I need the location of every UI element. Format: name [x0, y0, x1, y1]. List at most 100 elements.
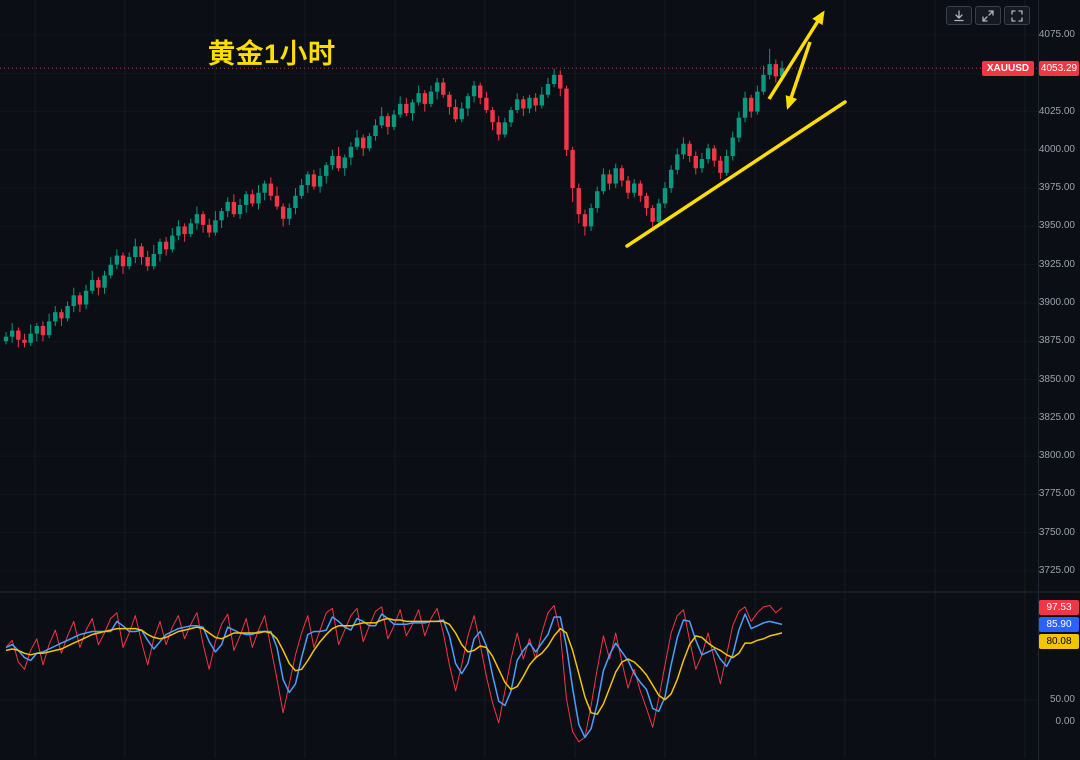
candle-body — [237, 204, 243, 215]
candle-body — [607, 174, 612, 184]
candle-body — [514, 99, 520, 111]
candle-body — [779, 68, 785, 77]
candle-body — [681, 143, 686, 155]
oscillator-line-fast — [5, 605, 783, 743]
candle-body — [262, 183, 267, 193]
chart-title-drawing[interactable]: 黄金1小时 — [208, 39, 337, 69]
candle-body — [656, 203, 662, 222]
candle-body — [108, 264, 113, 276]
candle-body — [478, 85, 483, 98]
drawing-annotations[interactable] — [625, 10, 847, 248]
candle-body — [613, 168, 618, 184]
candle-body — [619, 168, 625, 181]
candle-body — [767, 64, 772, 75]
candle-body — [570, 149, 575, 189]
candle-body — [601, 174, 606, 192]
candle-body — [317, 175, 323, 187]
candle-body — [539, 94, 545, 106]
candle-body — [551, 74, 557, 85]
candle-body — [53, 312, 58, 322]
price-tick-label: 4025.00 — [1038, 105, 1075, 117]
candle-body — [484, 97, 489, 111]
candle-body — [397, 103, 403, 115]
candle-body — [194, 214, 200, 224]
fullscreen-icon — [1011, 9, 1023, 22]
candle-body — [151, 253, 157, 267]
candlestick-series — [3, 48, 785, 348]
oscillator-value-badge-mid: 85.90 — [1039, 617, 1079, 633]
candle-body — [564, 88, 569, 150]
candle-body — [404, 103, 409, 114]
candle-body — [102, 275, 107, 288]
arrow-down-drawing[interactable] — [785, 41, 812, 110]
candle-body — [207, 224, 212, 233]
price-tick-label: 3775.00 — [1038, 488, 1075, 500]
candle-body — [71, 295, 76, 307]
oscillator-line-mid — [5, 613, 783, 739]
candle-body — [120, 255, 126, 267]
price-tick-label: 3850.00 — [1038, 373, 1075, 385]
trend-line-drawing[interactable] — [625, 100, 847, 248]
fullscreen-button[interactable] — [1004, 6, 1030, 25]
candle-body — [330, 155, 335, 166]
price-tick-label: 3900.00 — [1038, 297, 1075, 308]
candle-body — [311, 174, 317, 187]
candle-body — [410, 102, 415, 114]
candle-body — [558, 74, 563, 89]
candle-body — [280, 206, 286, 219]
candle-body — [471, 85, 477, 97]
candle-body — [200, 214, 206, 225]
download-icon — [953, 9, 965, 22]
candle-body — [644, 195, 649, 209]
candle-body — [545, 84, 551, 95]
candle-body — [83, 290, 89, 305]
candle-body — [22, 339, 27, 343]
oscillator-tick-label: 50.00 — [1049, 694, 1075, 705]
candle-body — [459, 108, 464, 120]
candle-body — [496, 122, 501, 135]
candle-body — [730, 137, 735, 156]
price-tick-label: 4075.00 — [1038, 29, 1075, 40]
candle-body — [527, 97, 532, 109]
candle-body — [533, 97, 538, 106]
candle-body — [631, 183, 637, 193]
candle-body — [126, 257, 132, 267]
price-tick-label: 3925.00 — [1038, 258, 1075, 270]
candle-body — [755, 91, 760, 112]
candle-body — [373, 125, 378, 137]
candle-body — [145, 257, 150, 267]
arrow-up-drawing[interactable] — [767, 10, 825, 100]
candle-body — [96, 280, 101, 288]
oscillator-value-badge-slow: 80.08 — [1039, 634, 1079, 650]
candle-body — [502, 122, 508, 135]
candle-body — [718, 160, 723, 173]
candle-body — [28, 333, 33, 343]
candle-body — [391, 114, 397, 127]
candle-body — [3, 336, 9, 342]
candle-body — [453, 106, 458, 120]
candle-body — [299, 185, 304, 196]
candle-body — [77, 295, 83, 305]
candle-body — [490, 110, 495, 123]
candle-body — [521, 99, 526, 109]
candle-body — [416, 93, 421, 103]
maximize-button[interactable] — [975, 6, 1001, 25]
candle-body — [268, 183, 274, 196]
candle-body — [163, 241, 169, 250]
last-price-badge: 4053.29 — [1039, 60, 1079, 76]
candle-body — [90, 280, 95, 291]
candle-body — [724, 155, 729, 173]
candle-body — [139, 246, 144, 258]
candle-body — [182, 226, 187, 235]
candle-body — [133, 246, 138, 258]
candle-body — [274, 195, 280, 207]
maximize-icon — [982, 9, 994, 22]
candle-body — [256, 192, 261, 204]
candle-body — [65, 306, 70, 319]
candle-body — [342, 157, 347, 169]
download-button[interactable] — [946, 6, 972, 25]
candle-body — [422, 93, 427, 104]
